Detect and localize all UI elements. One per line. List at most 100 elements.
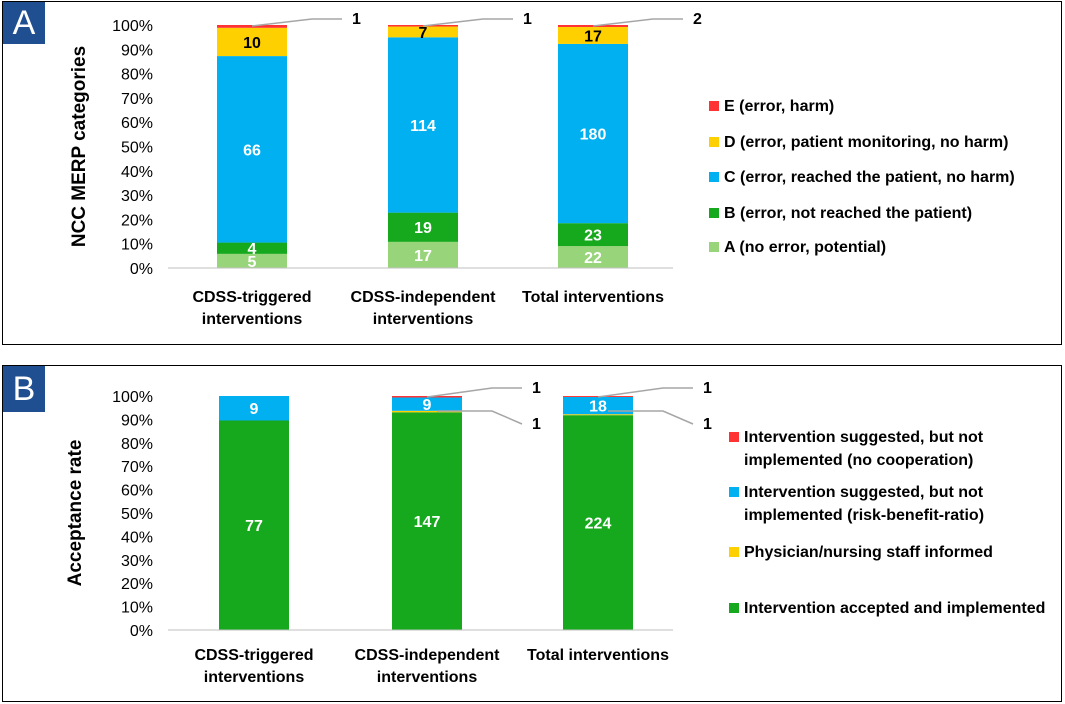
chart-b-legend-label: Intervention suggested, but not bbox=[744, 429, 984, 446]
chart-b-data-label: 224 bbox=[585, 516, 612, 533]
panel-a: A NCC MERP categories 0% 10% 20% 30% 40% 50% 60… bbox=[2, 1, 1062, 345]
chart-a-category-label: interventions bbox=[202, 311, 303, 328]
chart-a-bar-segment bbox=[558, 246, 628, 268]
chart-a-data-label: 180 bbox=[580, 127, 607, 144]
chart-a-data-label: 23 bbox=[584, 228, 602, 245]
chart-a-data-label: 114 bbox=[410, 118, 436, 135]
chart-a-bar-segment bbox=[388, 37, 458, 213]
chart-a-callout-line bbox=[251, 18, 342, 27]
chart-a-bar-segment bbox=[558, 223, 628, 247]
chart-a-y-tick-label: 10% bbox=[121, 237, 153, 254]
chart-a-legend-swatch bbox=[709, 101, 719, 111]
chart-a-category-label: CDSS-triggered bbox=[192, 289, 311, 306]
chart-a-data-label: 17 bbox=[414, 248, 432, 265]
chart-b-y-tick-label: 50% bbox=[121, 506, 153, 523]
chart-a-y-tick-label: 90% bbox=[121, 42, 153, 59]
chart-b-y-tick-label: 70% bbox=[121, 459, 153, 476]
chart-a-y-tick-label: 50% bbox=[121, 140, 153, 157]
chart-a-bar-segment bbox=[217, 27, 287, 57]
chart-a-y-axis-label: NCC MERP categories bbox=[69, 46, 90, 247]
chart-b-legend-swatch bbox=[729, 487, 739, 497]
chart-a-y-tick-label: 20% bbox=[121, 212, 153, 229]
chart-a-callout-line bbox=[592, 18, 683, 27]
chart-a-callout-label: 1 bbox=[523, 11, 532, 28]
chart-a-callout-label: 2 bbox=[693, 11, 702, 28]
chart-a-bar-segment bbox=[388, 212, 458, 242]
chart-a-bar-segment bbox=[217, 242, 287, 254]
chart-b-bar-segment bbox=[392, 397, 462, 411]
chart-b-category-label: CDSS-independent bbox=[355, 647, 501, 664]
chart-a-y-tick-label: 70% bbox=[121, 91, 153, 108]
chart-b-bar-segment bbox=[392, 412, 462, 630]
chart-a-bar-segment bbox=[217, 253, 287, 268]
chart-a-legend-swatch bbox=[709, 137, 719, 147]
panel-b-label: B bbox=[3, 366, 45, 412]
chart-b-data-label: 9 bbox=[250, 401, 259, 418]
chart-b-category-label: CDSS-triggered bbox=[194, 647, 313, 664]
chart-b-callout-line bbox=[597, 387, 693, 398]
chart-b-y-tick-label: 90% bbox=[121, 412, 153, 429]
chart-a-data-label: 66 bbox=[243, 142, 261, 159]
chart-b-legend-label: Intervention accepted and implemented bbox=[744, 600, 1045, 617]
chart-b-bar-segment bbox=[563, 414, 633, 416]
chart-b-category-label: interventions bbox=[377, 669, 478, 686]
chart-b-y-axis-label: Acceptance rate bbox=[65, 440, 86, 587]
chart-a-legend-swatch bbox=[709, 172, 719, 182]
chart-a-category-label: interventions bbox=[373, 311, 474, 328]
chart-b-data-label: 18 bbox=[589, 399, 607, 416]
chart-b-bar-segment bbox=[563, 415, 633, 630]
chart-a-category-label: CDSS-independent bbox=[351, 289, 497, 306]
chart-b-legend-swatch bbox=[729, 603, 739, 613]
chart-a-y-tick-label: 30% bbox=[121, 188, 153, 205]
chart-a-category-label: Total interventions bbox=[522, 289, 664, 306]
chart-b-legend-label: implemented (risk-benefit-ratio) bbox=[744, 507, 984, 524]
chart-a-bar-segment bbox=[217, 25, 287, 28]
chart-b-y-tick-label: 60% bbox=[121, 483, 153, 500]
chart-a-data-label: 5 bbox=[248, 254, 257, 271]
chart-a-data-label: 4 bbox=[248, 241, 257, 258]
chart-b-callout-line bbox=[437, 410, 523, 425]
chart-a-legend-label: B (error, not reached the patient) bbox=[724, 205, 972, 222]
chart-b-y-tick-label: 100% bbox=[112, 389, 153, 406]
chart-a-y-tick-label: 100% bbox=[112, 18, 153, 35]
chart-b-legend-label: Physician/nursing staff informed bbox=[744, 544, 993, 561]
chart-b-callout-line bbox=[608, 410, 694, 425]
chart-a-bar-segment bbox=[388, 26, 458, 38]
chart-a-y-tick-label: 80% bbox=[121, 67, 153, 84]
chart-a-bar-segment bbox=[217, 56, 287, 243]
chart-b-bar-segment bbox=[392, 410, 462, 413]
chart-a-bar-segment bbox=[558, 26, 628, 44]
chart-b-callout-label: 1 bbox=[703, 416, 712, 433]
chart-a-bar-segment bbox=[558, 43, 628, 224]
chart-a-data-label: 10 bbox=[243, 35, 261, 52]
chart-a-data-label: 19 bbox=[414, 220, 432, 237]
chart-a-legend-swatch bbox=[709, 208, 719, 218]
chart-a-data-label: 17 bbox=[584, 28, 602, 45]
chart-b-category-label: Total interventions bbox=[527, 647, 669, 664]
chart-b-legend-swatch bbox=[729, 432, 739, 442]
chart-a-data-label: 22 bbox=[584, 250, 602, 267]
chart-b-y-tick-label: 40% bbox=[121, 529, 153, 546]
chart-b-y-tick-label: 0% bbox=[130, 623, 153, 640]
chart-a-y-tick-label: 60% bbox=[121, 115, 153, 132]
chart-b-data-label: 77 bbox=[245, 518, 263, 535]
chart-a-legend-label: D (error, patient monitoring, no harm) bbox=[724, 134, 1008, 151]
chart-b-bar-segment bbox=[563, 396, 633, 415]
chart-b-data-label: 9 bbox=[423, 397, 432, 414]
chart-b-callout-label: 1 bbox=[703, 380, 712, 397]
chart-b-legend-swatch bbox=[729, 547, 739, 557]
chart-a-y-tick-label: 40% bbox=[121, 164, 153, 181]
chart-b-callout-line bbox=[426, 387, 522, 398]
panel-a-label: A bbox=[3, 2, 45, 44]
chart-b-y-tick-label: 30% bbox=[121, 553, 153, 570]
chart-b-bar-segment bbox=[219, 420, 289, 630]
chart-a-data-label: 7 bbox=[419, 25, 428, 42]
chart-b-category-label: interventions bbox=[204, 669, 305, 686]
chart-b-data-label: 147 bbox=[414, 514, 441, 531]
chart-a-callout-label: 1 bbox=[352, 11, 361, 28]
chart-b-legend-label: Intervention suggested, but not bbox=[744, 484, 984, 501]
chart-b-bar-segment bbox=[219, 396, 289, 421]
chart-a-svg: NCC MERP categories 0% 10% 20% 30% 40% 50% 60% 7… bbox=[69, 11, 1015, 328]
chart-b-y-tick-label: 10% bbox=[121, 600, 153, 617]
panel-b: B Acceptance rate 0% 10% 20% 30% 40% 50% 60% 70%… bbox=[2, 365, 1062, 702]
